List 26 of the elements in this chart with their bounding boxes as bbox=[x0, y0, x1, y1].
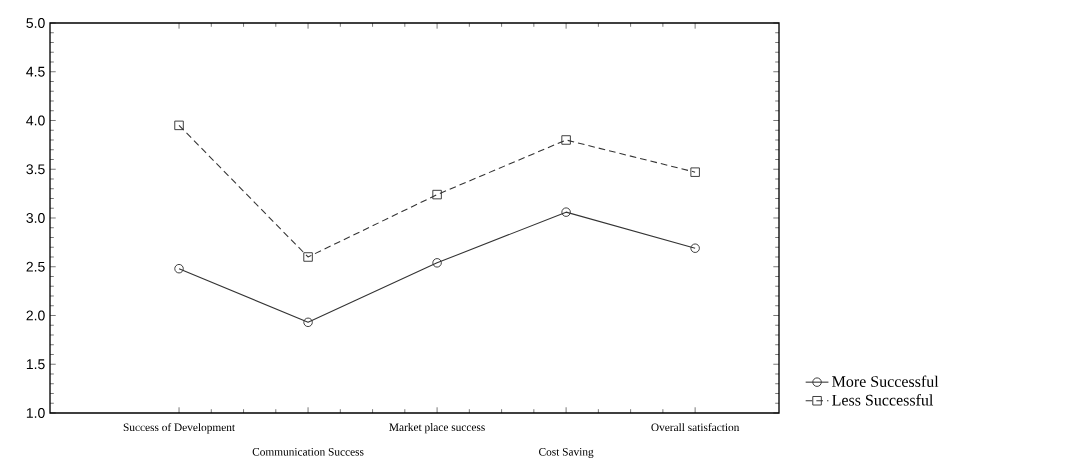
x-tick-label: Market place success bbox=[389, 423, 485, 434]
y-tick-label: 3.5 bbox=[26, 164, 45, 175]
y-tick-label: 1.0 bbox=[26, 408, 45, 418]
y-tick-label: 4.5 bbox=[26, 66, 45, 77]
y-tick-label: 5.0 bbox=[26, 18, 45, 28]
y-tick-label: 2.0 bbox=[26, 310, 45, 321]
x-tick-label: Overall satisfaction bbox=[651, 423, 740, 432]
y-tick-label: 2.5 bbox=[26, 261, 45, 272]
x-tick-label: Cost Saving bbox=[539, 448, 594, 458]
point bbox=[432, 258, 442, 268]
y-tick-label: 1.5 bbox=[26, 359, 45, 370]
point bbox=[690, 167, 700, 177]
y-tick-label: 3.0 bbox=[26, 213, 45, 223]
point bbox=[432, 189, 442, 200]
y-tick-label: 4.0 bbox=[26, 115, 45, 126]
point bbox=[303, 317, 313, 328]
point bbox=[690, 243, 700, 253]
point bbox=[561, 207, 571, 217]
point bbox=[561, 135, 571, 145]
legend-label: More Successful bbox=[832, 375, 939, 387]
x-tick-label: Communication Success bbox=[252, 448, 364, 456]
point bbox=[174, 120, 184, 131]
x-tick-label: Success of Development bbox=[123, 423, 235, 434]
point bbox=[303, 252, 313, 262]
legend-label: Less Successful bbox=[832, 394, 934, 406]
point bbox=[174, 263, 184, 274]
